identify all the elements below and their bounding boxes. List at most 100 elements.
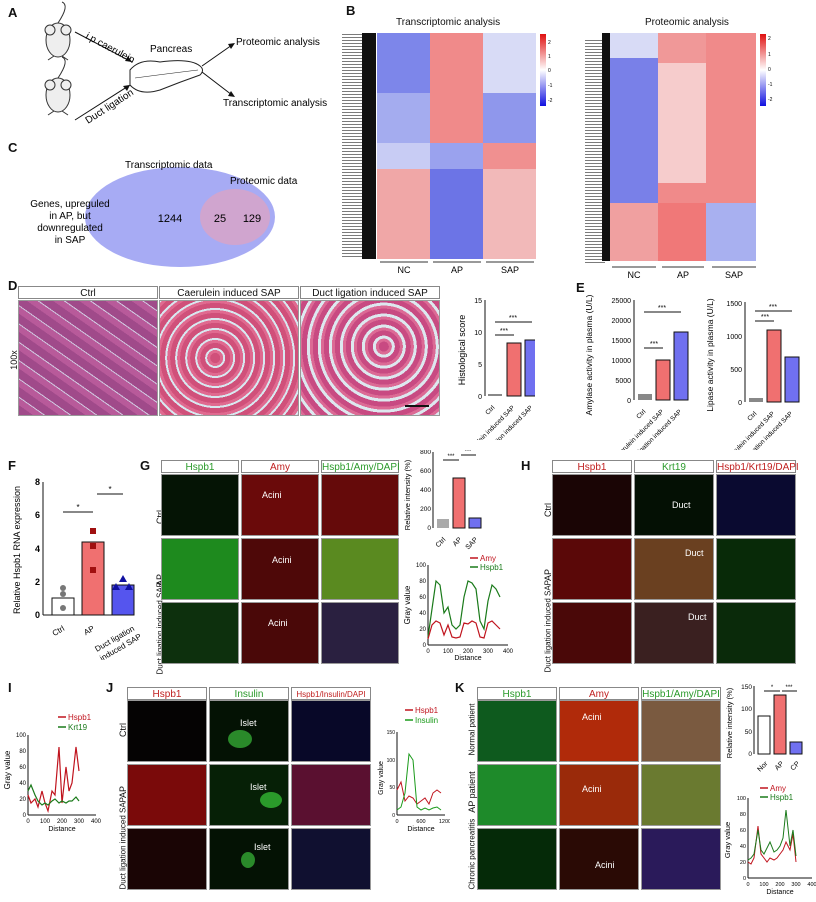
svg-text:0: 0 (23, 813, 27, 819)
svg-text:0: 0 (627, 398, 631, 405)
svg-text:0: 0 (395, 819, 398, 825)
svg-text:0: 0 (392, 813, 395, 819)
svg-text:200: 200 (775, 882, 784, 888)
mouse-icon (44, 56, 72, 116)
if-h-ap-krt19 (634, 538, 714, 600)
svg-text:in AP, but: in AP, but (49, 211, 91, 222)
svg-text:1500: 1500 (726, 301, 742, 308)
svg-text:-1: -1 (548, 83, 553, 89)
svg-text:0: 0 (748, 751, 752, 758)
if-g-ap-hspb1 (161, 538, 239, 600)
schematic-a: i.p caerulein Duct ligation Pancreas Pro… (44, 1, 327, 127)
heatmap1-title: Transcriptomic analysis (396, 17, 501, 28)
svg-text:2: 2 (548, 40, 551, 46)
scale-bar (405, 405, 429, 407)
svg-text:200: 200 (57, 819, 68, 825)
route-caerulein: i.p caerulein (84, 31, 137, 66)
if-k-cp-merge (641, 828, 721, 890)
if-h-sap-krt19 (634, 602, 714, 664)
svg-text:NC: NC (398, 265, 411, 275)
svg-text:100: 100 (737, 796, 746, 802)
svg-text:60: 60 (419, 595, 426, 601)
svg-text:25000: 25000 (612, 298, 632, 305)
mouse-icon (44, 1, 72, 61)
svg-text:-1: -1 (768, 82, 773, 88)
svg-text:4: 4 (35, 544, 40, 554)
svg-text:in SAP: in SAP (55, 235, 86, 246)
svg-text:6: 6 (35, 510, 40, 520)
svg-text:5000: 5000 (615, 378, 631, 385)
svg-text:400: 400 (91, 819, 102, 825)
svg-text:300: 300 (483, 649, 494, 655)
panel-label-h: H (521, 458, 531, 473)
svg-text:40: 40 (419, 611, 426, 617)
svg-text:Hspb1: Hspb1 (480, 563, 504, 572)
svg-text:400: 400 (503, 649, 514, 655)
if-k-ap-hspb1 (477, 764, 557, 826)
panel-label-j: J (106, 680, 114, 695)
if-h-ap-merge (716, 538, 796, 600)
svg-text:400: 400 (807, 882, 816, 888)
he-col-duct: Duct ligation induced SAP (300, 286, 440, 299)
svg-text:Histological score: Histological score (457, 315, 467, 386)
svg-text:Relative intensity (%): Relative intensity (%) (725, 687, 734, 758)
if-j-sap-merge (291, 828, 371, 890)
svg-text:300: 300 (74, 819, 85, 825)
svg-text:***: *** (447, 454, 455, 460)
svg-text:1200: 1200 (439, 819, 450, 825)
chart-j-profile: Hspb1 Insulin Gray value 0 50 100 150 0 600 1… (378, 706, 450, 833)
svg-text:Relative intensity (%): Relative intensity (%) (403, 459, 412, 530)
svg-text:0: 0 (35, 610, 40, 620)
svg-text:200: 200 (420, 506, 431, 513)
svg-text:0: 0 (746, 882, 749, 888)
svg-text:Ctrl: Ctrl (746, 410, 758, 422)
panel-label-e: E (576, 280, 585, 295)
svg-text:Amy: Amy (480, 554, 496, 563)
pancreas-icon (129, 60, 203, 93)
svg-text:downregulated: downregulated (37, 223, 103, 234)
chart-i-profile: Hspb1 Krt19 Gray value 0 20 40 60 80 100 0 100… (3, 713, 102, 833)
svg-text:100: 100 (416, 563, 427, 569)
panel-label-d: D (8, 278, 18, 293)
svg-text:***: *** (500, 328, 508, 335)
svg-text:***: *** (785, 685, 793, 691)
svg-text:***: *** (761, 314, 769, 321)
venn-set2-label: Proteomic data (230, 176, 298, 187)
chart-k-intensity: Relative intensity (%) 0 50 100 150 * *** N… (725, 684, 803, 773)
svg-text:200: 200 (463, 649, 474, 655)
output-proteomic: Proteomic analysis (236, 37, 320, 48)
route-duct-ligation: Duct ligation (84, 87, 136, 126)
svg-text:2: 2 (768, 36, 771, 42)
heatmaps: 2 1 0 -1 -2 NC AP SAP 2 1 (342, 33, 773, 280)
svg-text:80: 80 (419, 579, 426, 585)
svg-text:100: 100 (443, 649, 454, 655)
heatmap2-title: Proteomic analysis (645, 17, 729, 28)
svg-text:***: *** (769, 304, 777, 311)
panel-label-k: K (455, 680, 465, 695)
svg-text:20: 20 (419, 627, 426, 633)
svg-text:10: 10 (474, 330, 482, 337)
if-g-ctrl-merge (321, 474, 399, 536)
if-g-ap-amy (241, 538, 319, 600)
svg-text:-2: -2 (768, 97, 773, 103)
svg-text:AP: AP (82, 624, 96, 637)
svg-text:20: 20 (19, 797, 26, 803)
svg-text:0: 0 (427, 525, 431, 532)
svg-text:1: 1 (768, 52, 771, 58)
he-col-ctrl: Ctrl (18, 286, 158, 299)
if-g-sap-hspb1 (161, 602, 239, 664)
islet-shape (260, 792, 282, 808)
svg-text:100: 100 (387, 758, 396, 764)
svg-text:0: 0 (743, 876, 746, 882)
if-k-ap-merge (641, 764, 721, 826)
svg-text:8: 8 (35, 477, 40, 487)
chart-k-profile: Amy Hspb1 Gray value 0 20 40 60 80 100 0 100 20… (723, 784, 816, 896)
svg-text:NC: NC (628, 270, 641, 280)
svg-text:100: 100 (40, 819, 51, 825)
svg-text:*: * (771, 685, 774, 691)
if-k-nor-merge (641, 700, 721, 762)
venn-only-set1: 1244 (158, 213, 182, 225)
svg-text:AP: AP (452, 536, 464, 548)
